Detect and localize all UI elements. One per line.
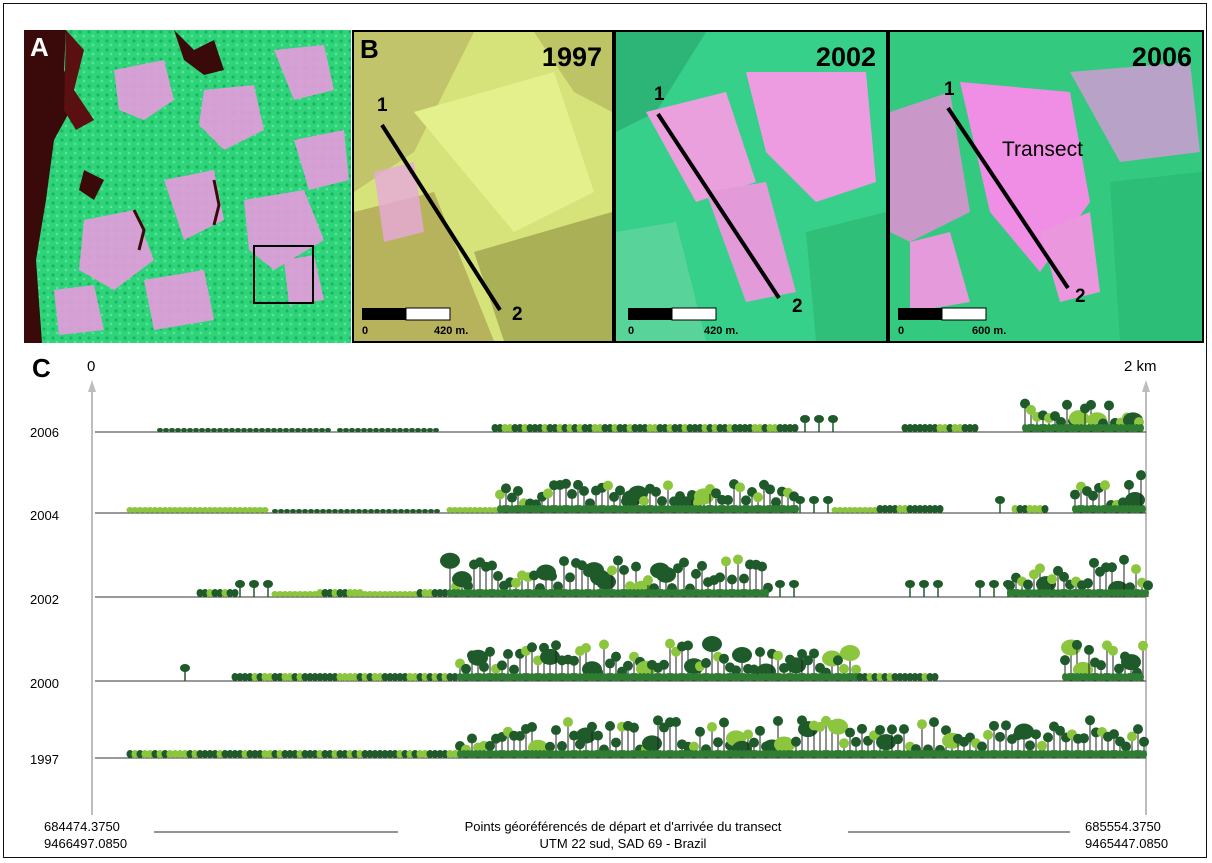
axis-end-label: 2 km	[1124, 358, 1157, 375]
profile-year-2000: 2000	[30, 676, 59, 691]
transect-line-2002	[656, 112, 781, 300]
profile-row-1	[95, 470, 1146, 514]
scale-end-2006: 600 m.	[972, 325, 1007, 337]
transect-start-1997: 1	[377, 95, 388, 116]
profile-row-4	[95, 715, 1149, 759]
start-coord-e: 684474.3750	[44, 819, 120, 834]
scale-end-1997: 420 m.	[434, 325, 469, 337]
panel-b-label: B	[360, 34, 379, 64]
profile-year-1997: 1997	[30, 752, 59, 767]
scale-zero-2002: 0	[628, 325, 635, 337]
transect-label: Transect	[1002, 138, 1083, 161]
profile-year-2006: 2006	[30, 425, 59, 440]
scale-zero-1997: 0	[362, 325, 369, 337]
profile-year-2004: 2004	[30, 508, 59, 523]
footer-caption: Points géoréférencés de départ et d'arri…	[398, 818, 848, 852]
year-label-2006: 2006	[1131, 42, 1192, 72]
transect-start-2006: 1	[944, 79, 955, 100]
start-coordinates: 684474.3750 9466497.0850	[44, 818, 127, 852]
end-coord-n: 9465447.0850	[1085, 836, 1169, 851]
end-coordinates: 685554.3750 9465447.0850	[1085, 818, 1168, 852]
profile-row-2	[95, 552, 1153, 598]
end-coord-e: 685554.3750	[1085, 819, 1161, 834]
scale-zero-2006: 0	[898, 325, 905, 337]
inset-box	[253, 245, 314, 304]
scale-end-2002: 420 m.	[704, 325, 739, 337]
satellite-image-2002	[616, 32, 886, 341]
figure-frame	[3, 3, 1207, 858]
transect-end-2002: 2	[792, 296, 803, 317]
overview-satellite-image	[24, 30, 351, 343]
transect-end-1997: 2	[512, 304, 523, 325]
axis-start-label: 0	[87, 358, 96, 375]
profile-row-3	[95, 636, 1148, 682]
panel-c-label: C	[32, 353, 51, 383]
caption-line-1: Points géoréférencés de départ et d'arri…	[464, 819, 782, 834]
profile-row-0	[95, 398, 1146, 433]
panel-a-label: A	[30, 32, 49, 62]
satellite-image-2006	[890, 32, 1202, 341]
transect-end-2006: 2	[1075, 286, 1086, 307]
caption-line-2: UTM 22 sud, SAD 69 - Brazil	[539, 836, 707, 851]
panel-b-image-2006: 2006 1 2 Transect 0 600 m.	[890, 32, 1202, 341]
panel-a-overview-map: A	[24, 30, 351, 343]
transect-start-2002: 1	[654, 84, 665, 105]
transect-line-1997	[380, 123, 502, 312]
transect-line-2006	[946, 106, 1070, 290]
profile-year-2002: 2002	[30, 592, 59, 607]
panel-b-image-2002: 2002 1 2 0 420 m.	[616, 32, 886, 341]
year-label-1997: 1997	[541, 42, 602, 72]
satellite-image-1997	[354, 32, 612, 341]
panel-b-image-1997: 1997 B 1 2 0 420 m.	[354, 32, 612, 341]
start-coord-n: 9466497.0850	[44, 836, 128, 851]
year-label-2002: 2002	[815, 42, 876, 72]
